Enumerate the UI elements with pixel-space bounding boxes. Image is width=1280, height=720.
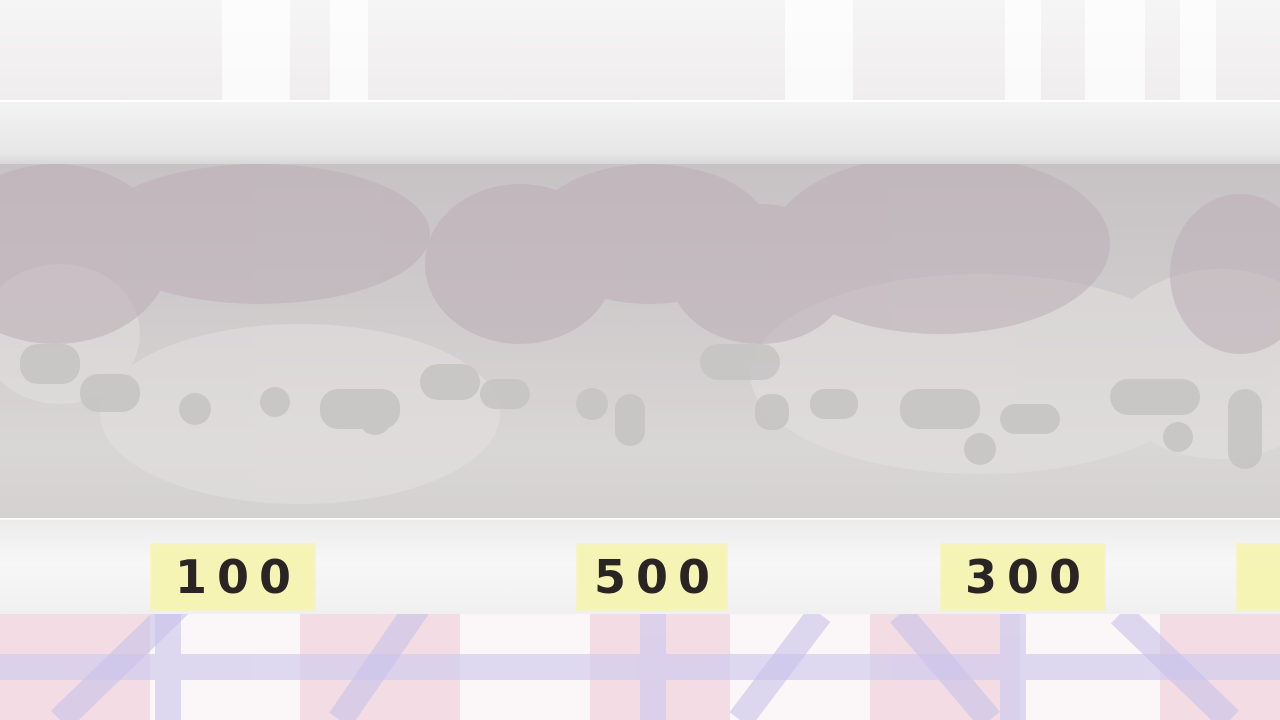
price-label: 300 [964,550,1092,604]
price-tag-1: 100 [152,545,314,609]
floor-pattern [0,614,1280,720]
back-wall [0,0,1280,100]
price-label: 100 [174,550,302,604]
price-tag-4 [1238,545,1280,609]
price-label: 500 [593,550,721,604]
price-tag-3: 300 [942,545,1104,609]
checkered-floor [0,614,1280,720]
upper-shelf [0,100,1280,166]
shelf-items-silhouettes [0,164,1280,504]
display-shelf [0,164,1280,518]
price-rail: 100 500 300 [0,518,1280,616]
price-tag-2: 500 [578,545,726,609]
